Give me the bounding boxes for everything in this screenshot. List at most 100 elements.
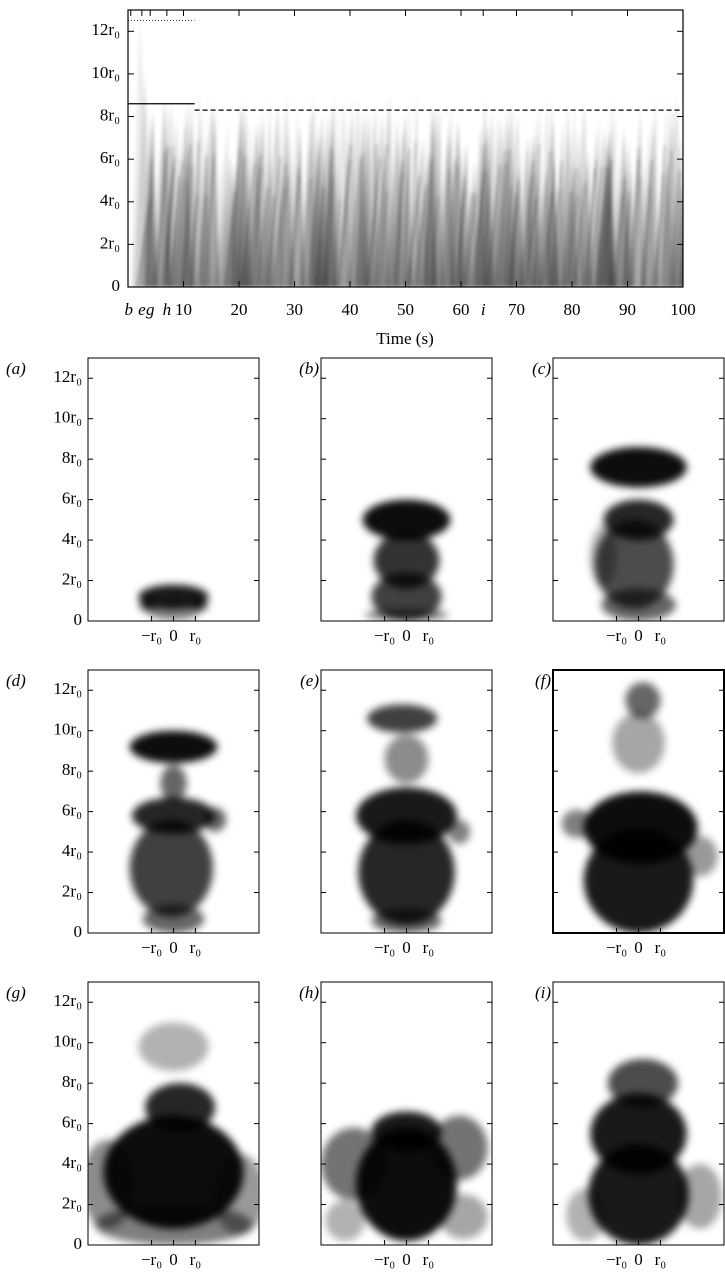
streak: [686, 118, 698, 287]
smoke: [363, 500, 451, 621]
x-tick-label: 50: [397, 300, 414, 319]
panel-label: (c): [532, 359, 551, 378]
x-tick-label: −r₀: [141, 626, 162, 645]
smoke-image: [590, 447, 686, 621]
smoke-image: [566, 1059, 722, 1245]
y-tick-label: 10r₀: [53, 720, 82, 739]
x-tick-label: 0: [169, 938, 178, 957]
panel-label: (e): [300, 671, 319, 690]
y-tick-label: 8r₀: [62, 1072, 82, 1091]
event-label: h: [163, 300, 172, 319]
x-tick-label: 0: [634, 1250, 643, 1269]
x-tick-label: 0: [634, 626, 643, 645]
x-tick-label: −r₀: [374, 938, 395, 957]
y-tick-label: 10r₀: [53, 408, 82, 427]
smoke-blob: [138, 1022, 208, 1071]
y-tick-label: 8r₀: [62, 760, 82, 779]
y-tick-label: 4r₀: [62, 529, 82, 548]
y-tick-label: 2r₀: [62, 1193, 82, 1212]
figure: Time (s) 0 2r₀ 4r₀ 6r₀ 8r₀ 10r₀ 12r₀ 10 20 30 40 50…: [0, 0, 725, 1273]
smoke-blob: [566, 1188, 605, 1241]
y-tick-label: 4r₀: [62, 1153, 82, 1172]
smoke: [562, 682, 718, 933]
panel-label: (g): [6, 983, 26, 1002]
y-tick-label: 6r₀: [62, 801, 82, 820]
panel-label: (f): [535, 671, 551, 690]
y-tick-label: 12r₀: [53, 991, 82, 1010]
x-tick-label: −r₀: [141, 1250, 162, 1269]
y-tick-label: 2r₀: [100, 233, 120, 252]
streak: [683, 164, 693, 287]
panel-label: (d): [6, 671, 26, 690]
smoke-image: [138, 585, 208, 620]
event-label: i: [481, 300, 486, 319]
x-tick-label: 0: [169, 1250, 178, 1269]
smoke: [138, 585, 208, 620]
x-tick-label: −r₀: [606, 626, 627, 645]
smoke: [356, 704, 470, 933]
x-tick-label: 80: [564, 300, 581, 319]
y-tick-label: 10r₀: [91, 63, 120, 82]
smoke-image: [356, 704, 470, 933]
x-tick-label: 100: [670, 300, 696, 319]
y-tick-label: 10r₀: [53, 1032, 82, 1051]
y-tick-label: 2r₀: [62, 881, 82, 900]
x-tick-label: r₀: [190, 626, 202, 645]
x-tick-label: r₀: [655, 938, 667, 957]
y-tick-label: 2r₀: [62, 569, 82, 588]
y-tick-label: 0: [74, 610, 83, 629]
smoke: [590, 447, 686, 621]
smoke-blob: [562, 810, 593, 838]
smoke-blob: [130, 731, 218, 763]
event-label: e: [138, 300, 146, 319]
smoke-blob: [160, 765, 186, 801]
smoke-blob: [95, 1205, 253, 1245]
event-label: b: [125, 300, 134, 319]
x-tick-label: 90: [619, 300, 636, 319]
smoke-image: [81, 1022, 265, 1245]
smoke-image: [130, 731, 226, 933]
y-tick-label: 12r₀: [53, 679, 82, 698]
smoke-blob: [590, 526, 616, 587]
smoke-blob: [385, 735, 429, 784]
smoke-blob: [588, 1144, 689, 1245]
smoke-blob: [584, 828, 694, 933]
x-tick-label: 0: [402, 938, 411, 957]
spacetime-image: [131, 19, 713, 287]
y-tick-label: 12r₀: [53, 367, 82, 386]
smoke: [321, 1111, 488, 1240]
x-tick-label: 40: [342, 300, 359, 319]
page: Time (s) 0 2r₀ 4r₀ 6r₀ 8r₀ 10r₀ 12r₀ 10 20 30 40 50…: [0, 0, 725, 1273]
panel-label: (i): [535, 983, 551, 1002]
smoke-blob: [367, 704, 437, 732]
y-tick-label: 6r₀: [62, 1113, 82, 1132]
x-tick-label: 0: [402, 1250, 411, 1269]
x-tick-label: −r₀: [374, 1250, 395, 1269]
y-tick-label: 12r₀: [91, 20, 120, 39]
y-tick-label: 4r₀: [62, 841, 82, 860]
x-tick-label: 0: [402, 626, 411, 645]
x-tick-label: −r₀: [141, 938, 162, 957]
smoke-blob: [204, 808, 226, 832]
x-axis-label: Time (s): [376, 329, 433, 348]
x-tick-label: 60: [453, 300, 470, 319]
x-tick-label: r₀: [190, 1250, 202, 1269]
x-tick-label: 10: [175, 300, 192, 319]
x-tick-label: 20: [231, 300, 248, 319]
y-tick-label: 6r₀: [62, 489, 82, 508]
x-tick-label: 30: [286, 300, 303, 319]
smoke-blob: [130, 820, 213, 917]
x-tick-label: 0: [169, 626, 178, 645]
y-tick-label: 0: [74, 1234, 83, 1253]
y-tick-label: 8r₀: [62, 448, 82, 467]
streak: [688, 117, 712, 287]
smoke-blob: [682, 836, 717, 876]
x-tick-label: −r₀: [606, 938, 627, 957]
x-tick-label: −r₀: [374, 626, 395, 645]
y-tick-label: 4r₀: [100, 191, 120, 210]
x-tick-label: 0: [634, 938, 643, 957]
smoke: [130, 731, 226, 933]
x-tick-label: r₀: [190, 938, 202, 957]
event-label: g: [146, 300, 155, 319]
x-tick-label: r₀: [655, 626, 667, 645]
